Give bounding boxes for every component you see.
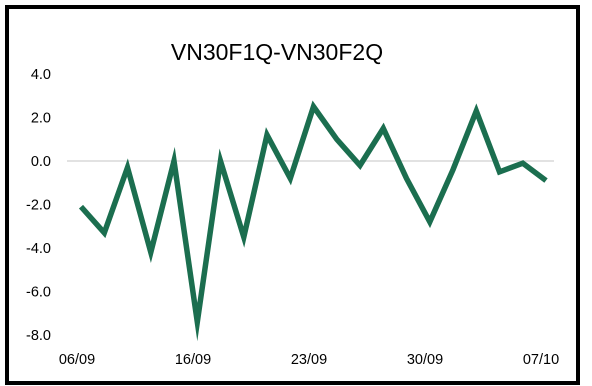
line-chart: VN30F1Q-VN30F2Q 4.0 2.0 0.0 -2.0 -4.0 -6.0 -8.… xyxy=(26,39,559,368)
series-line xyxy=(78,100,548,342)
x-tick-label: 06/09 xyxy=(59,352,95,368)
y-tick-label: -2.0 xyxy=(26,198,51,214)
y-tick-label: 4.0 xyxy=(31,67,51,83)
x-tick-label: 16/09 xyxy=(175,352,211,368)
y-tick-label: -8.0 xyxy=(26,328,51,344)
y-tick-label: -4.0 xyxy=(26,241,51,257)
x-tick-label: 07/10 xyxy=(523,352,559,368)
y-tick-label: -6.0 xyxy=(26,285,51,301)
y-axis-ticks: 4.0 2.0 0.0 -2.0 -4.0 -6.0 -8.0 xyxy=(26,67,51,344)
x-tick-label: 23/09 xyxy=(291,352,327,368)
x-axis-ticks: 06/09 16/09 23/09 30/09 07/10 xyxy=(59,352,559,368)
y-tick-label: 2.0 xyxy=(31,111,51,127)
y-tick-label: 0.0 xyxy=(31,154,51,170)
chart-title: VN30F1Q-VN30F2Q xyxy=(171,39,383,65)
x-tick-label: 30/09 xyxy=(407,352,443,368)
chart-frame: VN30F1Q-VN30F2Q 4.0 2.0 0.0 -2.0 -4.0 -6.0 -8.… xyxy=(5,5,580,385)
